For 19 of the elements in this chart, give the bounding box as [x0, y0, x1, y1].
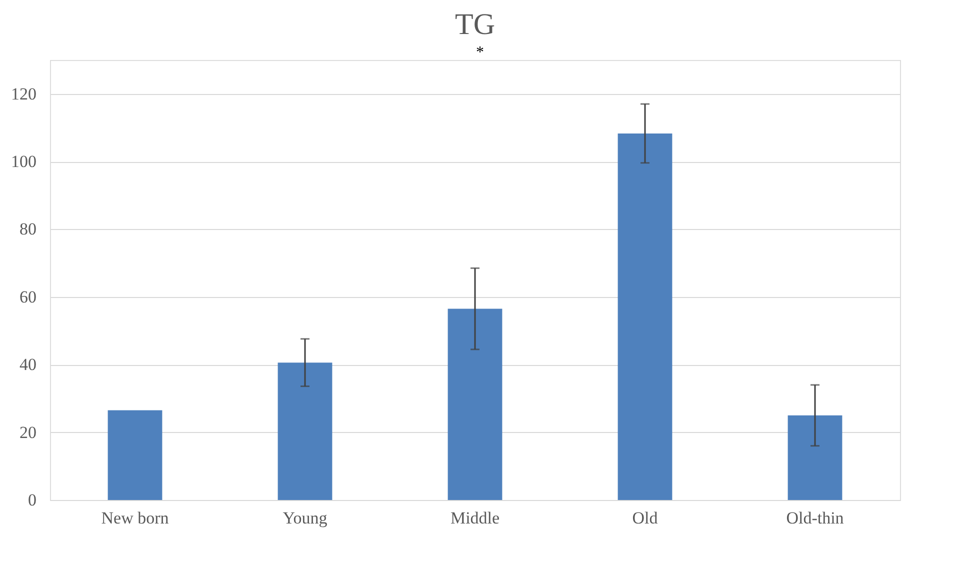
- x-tick-label: Old: [632, 508, 658, 528]
- bar: [278, 362, 332, 500]
- bar: [788, 415, 842, 500]
- x-tick-label: Old-thin: [786, 508, 844, 528]
- y-tick-label: 40: [20, 355, 36, 374]
- bar: [618, 133, 672, 500]
- x-tick-label: Middle: [450, 508, 500, 528]
- annotation: *: [476, 44, 484, 61]
- y-tick-label: 20: [20, 422, 36, 442]
- y-tick-label: 120: [11, 84, 36, 104]
- bar: [108, 410, 162, 500]
- y-tick-label: 60: [20, 287, 36, 306]
- bar: [448, 308, 502, 500]
- x-tick-label: Young: [282, 508, 328, 528]
- y-tick-label: 100: [11, 152, 36, 172]
- y-tick-label: 0: [28, 490, 36, 510]
- chart-title: TG: [455, 8, 495, 41]
- x-tick-label: New born: [101, 508, 170, 528]
- y-tick-label: 80: [20, 220, 36, 239]
